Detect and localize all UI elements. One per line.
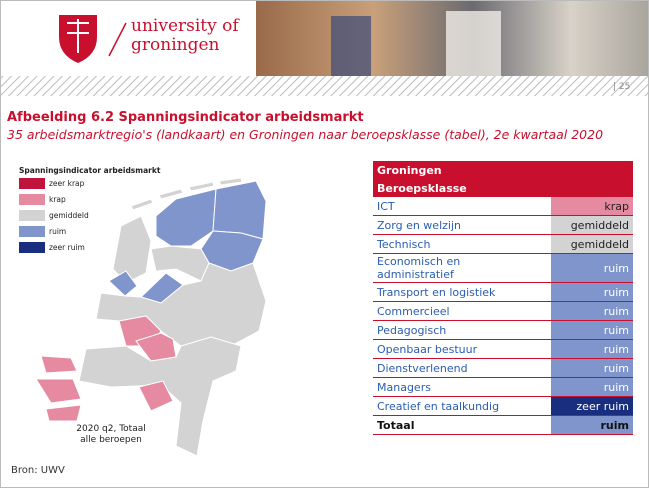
legend-swatch <box>19 210 45 221</box>
row-label-cell: Commercieel <box>373 302 551 321</box>
row-label-cell: Dienstverlenend <box>373 359 551 378</box>
table-row: Technisch gemiddeld <box>373 235 633 254</box>
logo-slash <box>109 23 126 56</box>
table-row: Totaal ruim <box>373 416 633 435</box>
row-label-cell: Openbaar bestuur <box>373 340 551 359</box>
photo-person <box>446 11 501 76</box>
table-row: Commercieel ruim <box>373 302 633 321</box>
level-cell: ruim <box>551 302 633 321</box>
table-row: Creatief en taalkundig zeer ruim <box>373 397 633 416</box>
caption-line: alle beroepen <box>61 435 161 446</box>
header-cell: Groningen <box>373 161 633 179</box>
legend-label: ruim <box>49 227 66 236</box>
caption-line: 2020 q2, Totaal <box>61 424 161 435</box>
table-row: Transport en logistiek ruim <box>373 283 633 302</box>
row-label: Commercieel <box>377 305 505 318</box>
photo-person <box>331 16 371 76</box>
header-graphics <box>1 1 649 101</box>
row-label: Pedagogisch <box>377 324 505 337</box>
header-row: Beroepsklasse <box>373 179 633 197</box>
row-label-cell: Totaal <box>373 416 551 435</box>
row-label: Openbaar bestuur <box>377 343 505 356</box>
title: Afbeelding 6.2 Spanningsindicator arbeid… <box>7 110 364 125</box>
row-label: Totaal <box>377 419 505 432</box>
table-row: ICT krap <box>373 197 633 216</box>
hatch-strip <box>1 76 649 96</box>
level-cell: gemiddeld <box>551 235 633 254</box>
legend-swatch <box>19 242 45 253</box>
table-row: Dienstverlenend ruim <box>373 359 633 378</box>
legend-swatch <box>19 178 45 189</box>
level-cell: ruim <box>551 283 633 302</box>
table-row: Pedagogisch ruim <box>373 321 633 340</box>
row-label: Technisch <box>377 238 505 251</box>
legend-label: krap <box>49 195 66 204</box>
row-label-cell: Technisch <box>373 235 551 254</box>
legend-swatch <box>19 226 45 237</box>
row-label-cell: Pedagogisch <box>373 321 551 340</box>
row-label-cell: ICT <box>373 197 551 216</box>
row-label: Transport en logistiek <box>377 286 505 299</box>
level-cell: ruim <box>551 254 633 283</box>
map: zeer krap krap gemiddeld ruim zeer ruim <box>1 161 281 461</box>
legend-swatch <box>19 194 45 205</box>
level-cell: ruim <box>551 340 633 359</box>
level-cell: gemiddeld <box>551 216 633 235</box>
row-label-cell: Zorg en welzijn <box>373 216 551 235</box>
table-row: Managers ruim <box>373 378 633 397</box>
legend-label: gemiddeld <box>49 211 89 220</box>
level-cell: krap <box>551 197 633 216</box>
row-label-cell: Economisch en administratief <box>373 254 551 283</box>
legend-label: zeer ruim <box>49 243 85 252</box>
row-label: Managers <box>377 381 505 394</box>
logo-line: university of <box>131 17 239 36</box>
map-caption: 2020 q2, Totaal alle beroepen <box>61 424 161 446</box>
level-cell: ruim <box>551 416 633 435</box>
row-label: Creatief en taalkundig <box>377 400 505 413</box>
source: Bron: UWV <box>11 465 65 476</box>
row-label-cell: Transport en logistiek <box>373 283 551 302</box>
table-row: Zorg en welzijn gemiddeld <box>373 216 633 235</box>
row-label: Economisch en administratief <box>377 255 505 281</box>
header-cell: Beroepsklasse <box>373 179 633 197</box>
table-row: Openbaar bestuur ruim <box>373 340 633 359</box>
level-cell: ruim <box>551 378 633 397</box>
header-row: Groningen <box>373 161 633 179</box>
level-cell: ruim <box>551 359 633 378</box>
level-cell: ruim <box>551 321 633 340</box>
legend: zeer krap krap gemiddeld ruim zeer ruim <box>19 178 89 253</box>
row-label: Dienstverlenend <box>377 362 505 375</box>
row-label: ICT <box>377 200 505 213</box>
row-label: Zorg en welzijn <box>377 219 505 232</box>
logo-text: university of groningen <box>131 17 239 55</box>
page-number: | 25 <box>613 82 630 92</box>
row-label-cell: Creatief en taalkundig <box>373 397 551 416</box>
logo-line: groningen <box>131 36 239 55</box>
row-label-cell: Managers <box>373 378 551 397</box>
table-row: Economisch en administratief ruim <box>373 254 633 283</box>
legend-title: Spanningsindicator arbeidsmarkt <box>19 166 160 175</box>
level-cell: zeer ruim <box>551 397 633 416</box>
legend-label: zeer krap <box>49 179 85 188</box>
subtitle: 35 arbeidsmarktregio's (landkaart) en Gr… <box>7 127 603 142</box>
slide: university of groningen | 25 Afbeelding … <box>0 0 649 488</box>
